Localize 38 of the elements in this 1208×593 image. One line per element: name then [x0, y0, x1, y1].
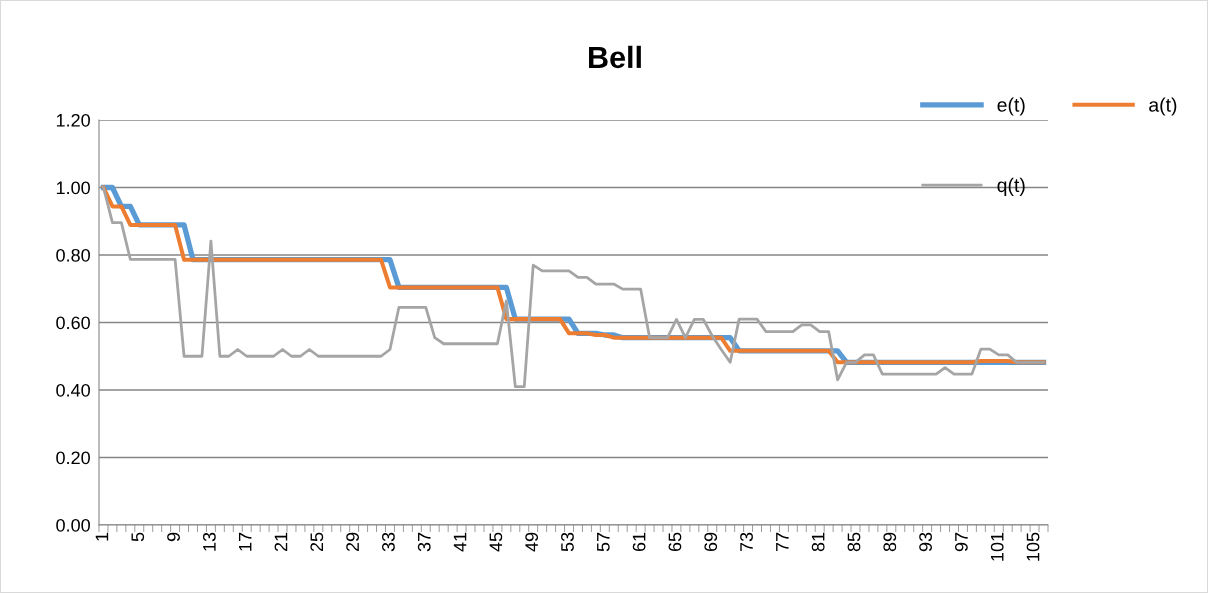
x-tick-label: 61	[632, 532, 646, 552]
x-tick-label: 69	[704, 532, 718, 552]
x-tick-label: 85	[847, 532, 861, 552]
x-tick-label: 81	[811, 532, 825, 552]
x-tick-label: 73	[740, 532, 753, 552]
y-tick-label: 0.80	[56, 248, 90, 262]
legend-label: e(t)	[997, 97, 1025, 116]
x-tick-label: 13	[202, 532, 216, 551]
x-tick-label: 21	[274, 532, 288, 552]
x-tick-label: 33	[382, 532, 395, 552]
x-tick-label: 49	[525, 532, 539, 552]
x-tick-label: 97	[955, 532, 968, 552]
x-tick-label: 57	[597, 532, 610, 552]
x-tick-label: 1	[95, 532, 109, 541]
x-tick-label: 45	[489, 532, 503, 552]
y-tick-label: 0.40	[56, 383, 90, 397]
y-tick-label: 0.00	[56, 518, 90, 532]
legend-label: a(t)	[1149, 97, 1177, 116]
x-tick-label: 105	[1026, 532, 1040, 561]
x-tick-label: 29	[346, 532, 359, 552]
x-tick-label: 89	[883, 532, 897, 552]
x-tick-label: 93	[919, 532, 932, 552]
x-tick-label: 41	[453, 532, 467, 552]
x-tick-label: 37	[417, 532, 431, 552]
x-tick-label: 5	[131, 532, 145, 542]
x-tick-label: 17	[238, 532, 252, 551]
chart-title: Bell	[589, 45, 641, 69]
y-tick-label: 0.20	[56, 451, 90, 465]
x-tick-label: 77	[776, 532, 789, 552]
x-tick-label: 53	[561, 532, 574, 552]
y-tick-label: 0.60	[56, 316, 90, 330]
legend-label: q(t)	[997, 177, 1025, 196]
y-tick-label: 1.00	[56, 181, 90, 195]
x-tick-label: 9	[167, 532, 180, 542]
y-tick-label: 1.20	[56, 113, 90, 127]
x-tick-label: 101	[990, 532, 1004, 561]
x-tick-label: 65	[668, 532, 682, 552]
x-tick-label: 25	[310, 532, 324, 552]
